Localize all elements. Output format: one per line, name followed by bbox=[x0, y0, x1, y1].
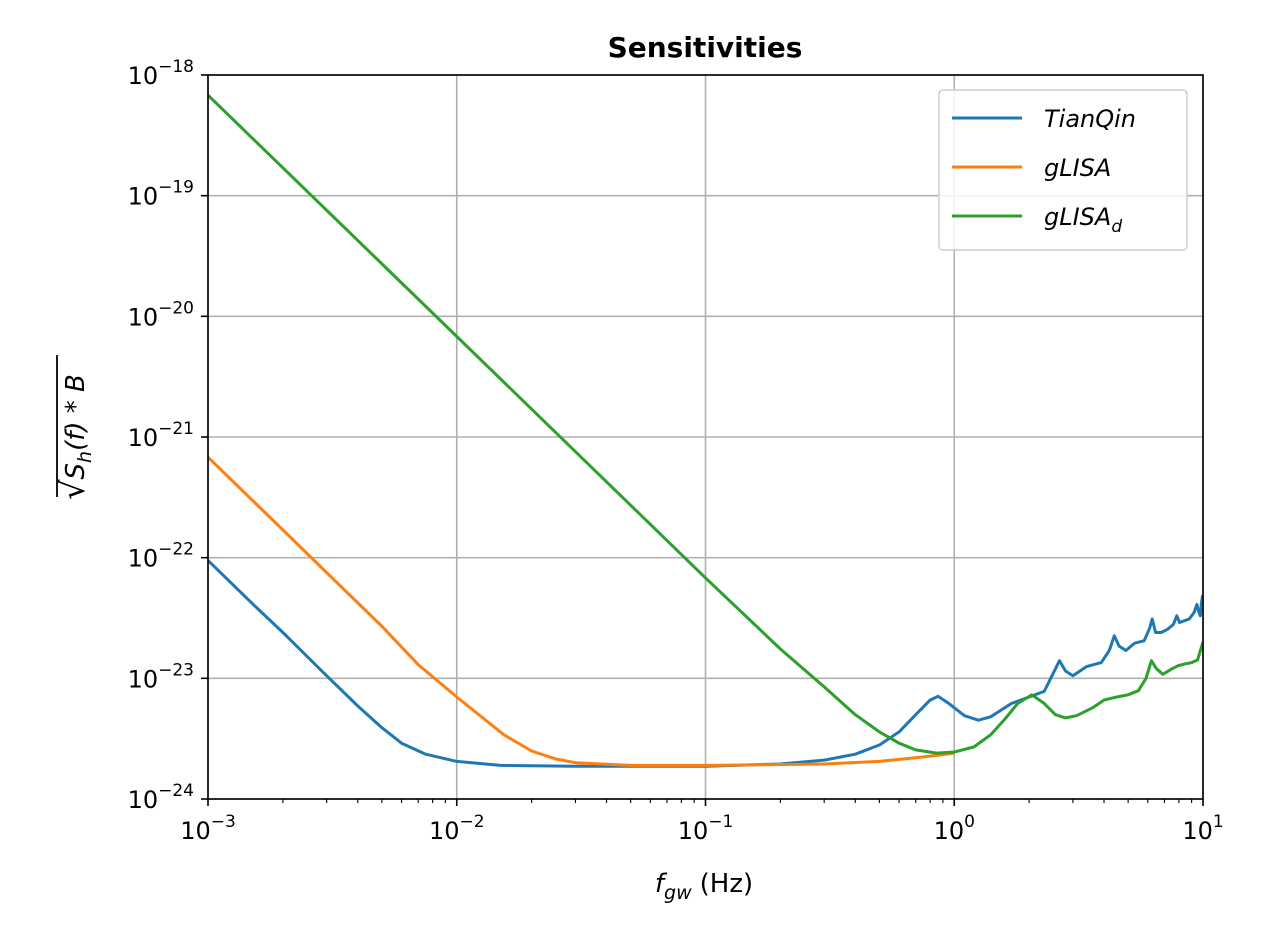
y-tick-label: 10−20 bbox=[128, 298, 194, 331]
legend-label-glisa-d: gLISAd bbox=[1044, 203, 1122, 237]
x-tick-label: 101 bbox=[1182, 812, 1223, 845]
y-tick-labels: 10−24 10−23 10−22 10−21 10−20 10−19 10−18 bbox=[128, 57, 194, 814]
series-line-glisa bbox=[208, 456, 955, 767]
legend-box bbox=[938, 89, 1188, 251]
chart-title: Sensitivities bbox=[608, 31, 803, 64]
sqrt-symbol: √ bbox=[54, 479, 92, 500]
x-axis-label: fgw (Hz) bbox=[655, 869, 753, 904]
y-tick-label: 10−21 bbox=[128, 419, 194, 452]
x-tick-label: 10−2 bbox=[429, 812, 485, 845]
y-tick-label: 10−22 bbox=[128, 540, 194, 573]
svg-text:√Sh(f) * B: √Sh(f) * B bbox=[54, 374, 96, 500]
y-tick-label: 10−18 bbox=[128, 57, 194, 90]
y-tick-label: 10−19 bbox=[128, 178, 194, 211]
series-line-tianqin bbox=[208, 559, 1203, 768]
ticks bbox=[201, 74, 1204, 806]
legend: TianQin gLISA gLISAd bbox=[938, 89, 1188, 251]
series-group bbox=[208, 94, 1203, 768]
y-axis-label: √Sh(f) * B bbox=[54, 355, 96, 500]
y-tick-label: 10−23 bbox=[128, 660, 194, 693]
legend-label-glisa: gLISA bbox=[1044, 154, 1111, 182]
x-tick-label: 10−1 bbox=[678, 812, 734, 845]
x-tick-label: 10−3 bbox=[180, 812, 236, 845]
x-tick-label: 100 bbox=[934, 812, 975, 845]
y-tick-label: 10−24 bbox=[128, 781, 194, 814]
legend-label-tianqin: TianQin bbox=[1044, 105, 1136, 133]
series-line-glisa-d bbox=[208, 94, 1203, 755]
x-tick-labels: 10−3 10−2 10−1 100 101 bbox=[180, 812, 1223, 845]
